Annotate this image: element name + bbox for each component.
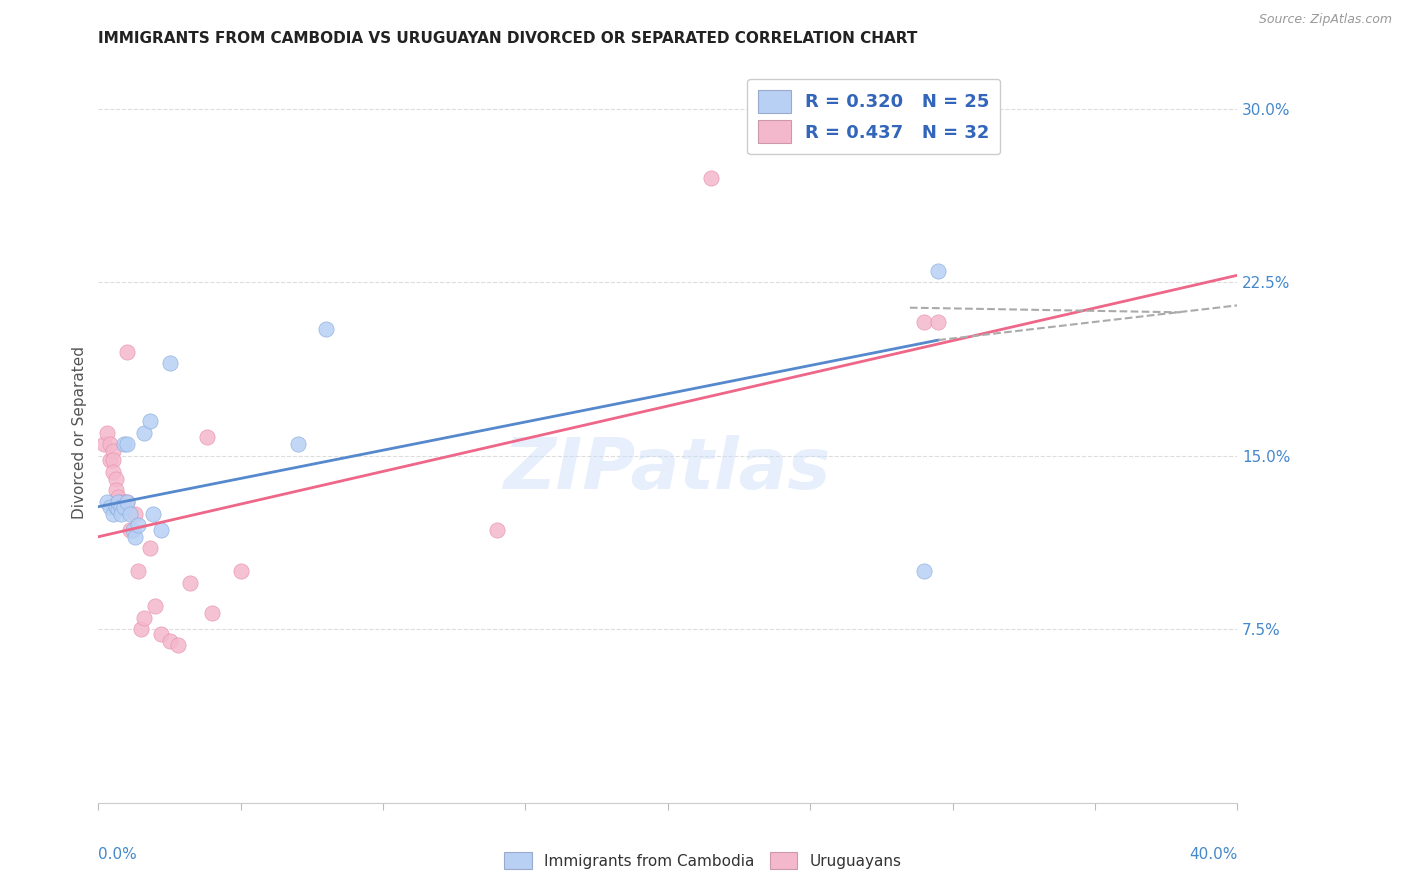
Point	[115, 344, 138, 359]
Point	[159, 633, 181, 648]
Text: 40.0%: 40.0%	[1189, 847, 1237, 863]
Point	[179, 576, 201, 591]
Point	[159, 356, 181, 370]
Point	[132, 425, 155, 440]
Point	[927, 263, 949, 277]
Point	[107, 491, 129, 505]
Text: 0.0%: 0.0%	[98, 847, 138, 863]
Point	[98, 500, 121, 514]
Point	[107, 495, 129, 509]
Point	[104, 472, 127, 486]
Point	[115, 437, 138, 451]
Point	[145, 599, 167, 614]
Point	[195, 430, 218, 444]
Point	[110, 500, 132, 514]
Legend: R = 0.320   N = 25, R = 0.437   N = 32: R = 0.320 N = 25, R = 0.437 N = 32	[748, 78, 1001, 154]
Point	[287, 437, 309, 451]
Point	[112, 437, 135, 451]
Point	[201, 606, 224, 620]
Point	[132, 610, 155, 624]
Point	[112, 500, 135, 514]
Point	[118, 523, 141, 537]
Point	[912, 314, 935, 328]
Point	[96, 495, 118, 509]
Point	[104, 483, 127, 498]
Point	[118, 507, 141, 521]
Point	[138, 414, 160, 428]
Point	[98, 437, 121, 451]
Point	[127, 518, 149, 533]
Point	[115, 495, 138, 509]
Point	[110, 507, 132, 521]
Point	[699, 171, 721, 186]
Legend: Immigrants from Cambodia, Uruguayans: Immigrants from Cambodia, Uruguayans	[498, 846, 908, 875]
Point	[927, 314, 949, 328]
Point	[167, 639, 190, 653]
Point	[124, 530, 146, 544]
Point	[104, 500, 127, 514]
Point	[150, 523, 173, 537]
Point	[129, 622, 152, 636]
Point	[127, 565, 149, 579]
Point	[912, 565, 935, 579]
Y-axis label: Divorced or Separated: Divorced or Separated	[72, 346, 87, 519]
Point	[101, 444, 124, 458]
Point	[98, 453, 121, 467]
Point	[124, 507, 146, 521]
Point	[141, 507, 163, 521]
Point	[150, 627, 173, 641]
Point	[121, 523, 143, 537]
Point	[101, 507, 124, 521]
Point	[101, 465, 124, 479]
Text: IMMIGRANTS FROM CAMBODIA VS URUGUAYAN DIVORCED OR SEPARATED CORRELATION CHART: IMMIGRANTS FROM CAMBODIA VS URUGUAYAN DI…	[98, 31, 918, 46]
Point	[229, 565, 252, 579]
Point	[315, 321, 337, 335]
Point	[486, 523, 509, 537]
Point	[112, 495, 135, 509]
Point	[93, 437, 115, 451]
Text: Source: ZipAtlas.com: Source: ZipAtlas.com	[1258, 13, 1392, 27]
Point	[115, 495, 138, 509]
Text: ZIPatlas: ZIPatlas	[505, 435, 831, 504]
Point	[138, 541, 160, 556]
Point	[110, 495, 132, 509]
Point	[107, 502, 129, 516]
Point	[96, 425, 118, 440]
Point	[101, 453, 124, 467]
